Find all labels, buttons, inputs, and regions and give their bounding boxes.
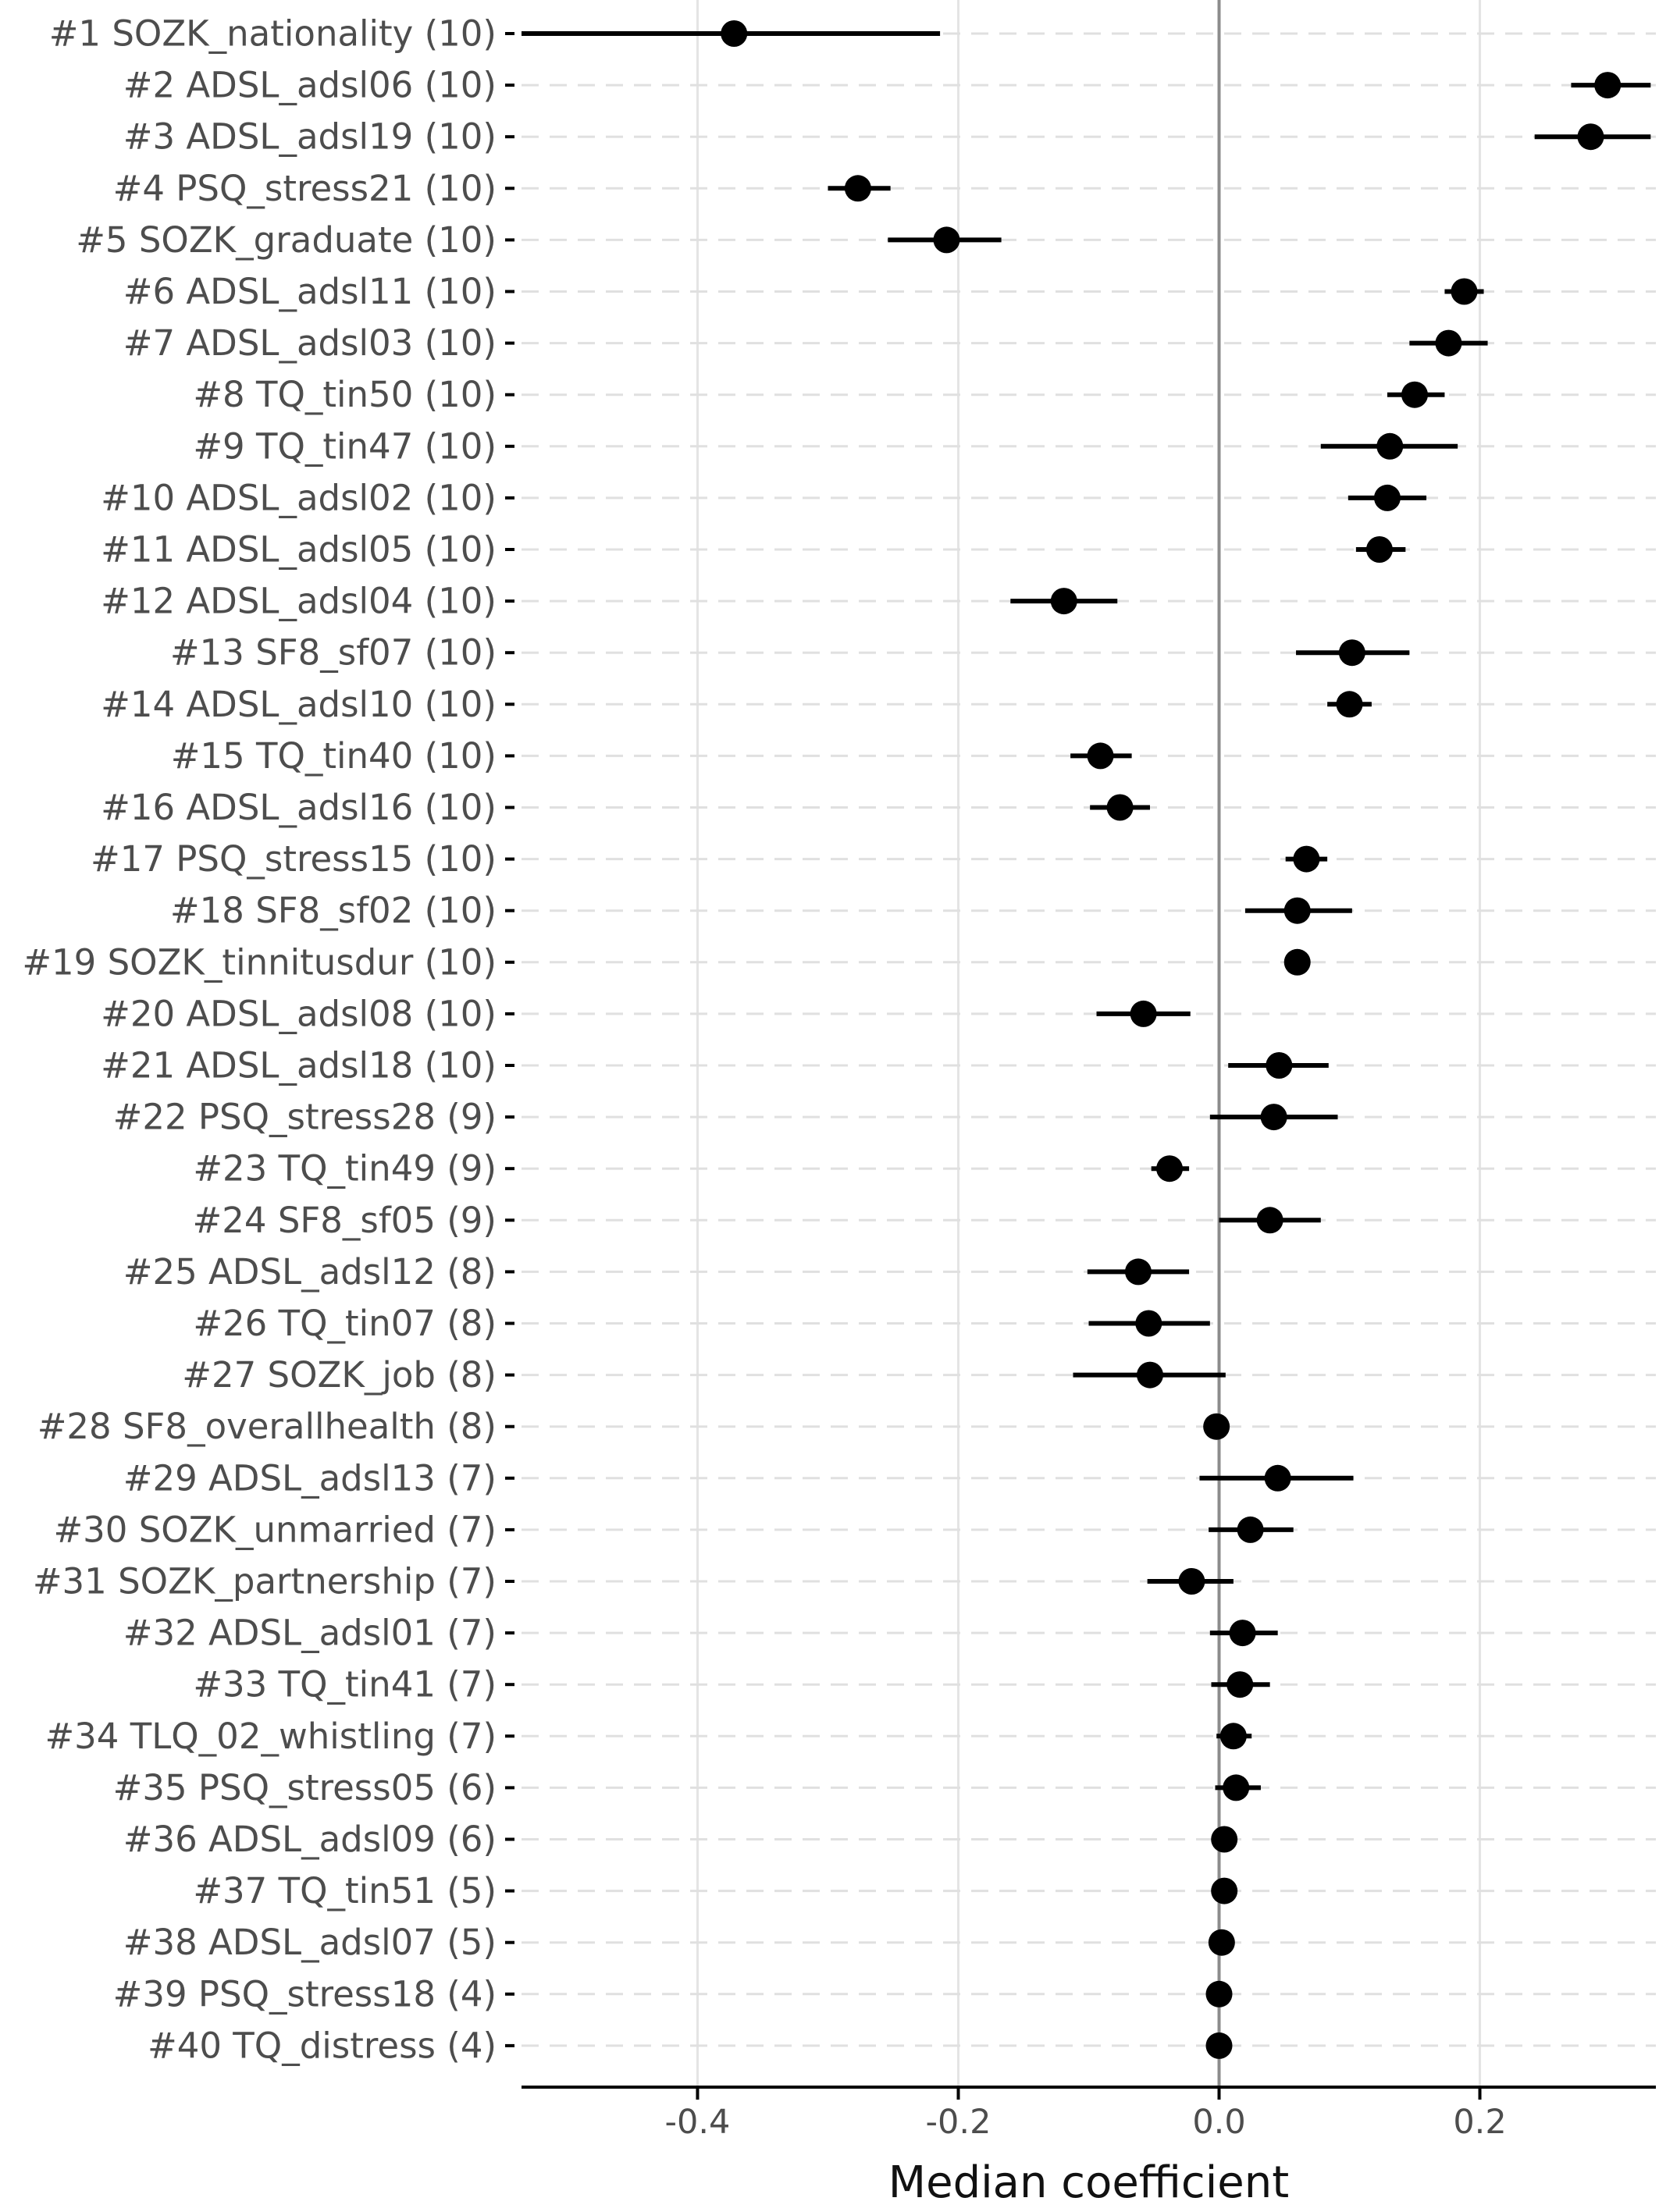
y-label-32: #32 ADSL_adsl01 (7) [123, 1613, 497, 1654]
median-point-15 [1087, 742, 1114, 770]
median-point-26 [1135, 1310, 1162, 1337]
y-label-5: #5 SOZK_graduate (10) [76, 219, 497, 261]
median-point-32 [1229, 1620, 1256, 1647]
data-marks [522, 20, 1651, 2059]
y-label-15: #15 TQ_tin40 (10) [171, 735, 497, 777]
y-label-16: #16 ADSL_adsl16 (10) [101, 787, 497, 828]
y-label-34: #34 TLQ_02_whistling (7) [45, 1716, 497, 1757]
median-point-4 [844, 175, 871, 202]
y-label-6: #6 ADSL_adsl11 (10) [123, 271, 497, 312]
median-point-30 [1237, 1516, 1264, 1543]
axes [505, 32, 1656, 2100]
y-label-22: #22 PSQ_stress28 (9) [113, 1097, 497, 1138]
y-label-24: #24 SF8_sf05 (9) [193, 1200, 497, 1241]
median-point-1 [721, 20, 748, 47]
y-label-27: #27 SOZK_job (8) [182, 1354, 497, 1396]
median-point-40 [1205, 2032, 1233, 2059]
median-point-31 [1178, 1568, 1205, 1595]
median-point-2 [1594, 72, 1622, 99]
y-label-4: #4 PSQ_stress21 (10) [113, 168, 497, 209]
y-label-19: #19 SOZK_tinnitusdur (10) [22, 941, 497, 983]
y-label-38: #38 ADSL_adsl07 (5) [123, 1922, 497, 1963]
median-point-9 [1376, 432, 1404, 460]
y-label-12: #12 ADSL_adsl04 (10) [101, 581, 497, 622]
median-point-23 [1156, 1155, 1184, 1182]
median-point-6 [1451, 278, 1478, 305]
median-point-34 [1219, 1723, 1247, 1750]
y-label-2: #2 ADSL_adsl06 (10) [123, 65, 497, 106]
y-label-14: #14 ADSL_adsl10 (10) [101, 684, 497, 725]
median-point-24 [1256, 1207, 1283, 1234]
y-label-10: #10 ADSL_adsl02 (10) [101, 477, 497, 518]
y-label-30: #30 SOZK_unmarried (7) [53, 1509, 497, 1550]
x-tick-label-1: -0.2 [926, 2103, 991, 2142]
y-label-9: #9 TQ_tin47 (10) [193, 425, 497, 467]
median-point-7 [1435, 329, 1462, 357]
x-tick-label-3: 0.2 [1453, 2103, 1506, 2142]
median-point-39 [1205, 1980, 1233, 2008]
median-point-38 [1208, 1929, 1235, 1956]
median-point-22 [1260, 1104, 1287, 1131]
median-point-11 [1365, 536, 1393, 563]
y-label-28: #28 SF8_overallhealth (8) [37, 1406, 497, 1447]
median-point-16 [1106, 794, 1134, 821]
row-guides [522, 32, 1656, 2047]
median-point-37 [1211, 1877, 1238, 1904]
median-point-8 [1401, 381, 1429, 408]
median-point-29 [1264, 1464, 1291, 1492]
y-label-18: #18 SF8_sf02 (10) [170, 890, 497, 931]
y-label-37: #37 TQ_tin51 (5) [193, 1870, 497, 1911]
median-point-28 [1203, 1413, 1230, 1440]
y-label-23: #23 TQ_tin49 (9) [193, 1148, 497, 1190]
x-tick-label-0: -0.4 [665, 2103, 731, 2142]
y-axis-labels: #1 SOZK_nationality (10) #2 ADSL_adsl06 (… [22, 13, 497, 2067]
median-point-10 [1373, 484, 1401, 511]
median-point-3 [1577, 123, 1604, 151]
x-gridlines [696, 0, 1482, 2087]
y-label-13: #13 SF8_sf07 (10) [170, 632, 497, 674]
y-label-8: #8 TQ_tin50 (10) [193, 374, 497, 415]
y-label-26: #26 TQ_tin07 (8) [193, 1303, 497, 1344]
median-point-5 [933, 226, 960, 254]
median-point-14 [1336, 691, 1363, 718]
median-point-36 [1211, 1826, 1238, 1853]
y-label-7: #7 ADSL_adsl03 (10) [123, 322, 497, 364]
y-label-3: #3 ADSL_adsl19 (10) [123, 116, 497, 158]
median-point-12 [1050, 588, 1077, 615]
x-axis-title: Median coefficient [888, 2157, 1289, 2208]
y-label-31: #31 SOZK_partnership (7) [33, 1561, 497, 1602]
median-point-21 [1266, 1052, 1293, 1079]
y-label-33: #33 TQ_tin41 (7) [193, 1664, 497, 1705]
y-label-20: #20 ADSL_adsl08 (10) [101, 993, 497, 1034]
y-label-29: #29 ADSL_adsl13 (7) [123, 1457, 497, 1499]
y-label-25: #25 ADSL_adsl12 (8) [123, 1251, 497, 1293]
y-label-21: #21 ADSL_adsl18 (10) [101, 1045, 497, 1086]
y-label-39: #39 PSQ_stress18 (4) [113, 1973, 497, 2015]
median-point-33 [1226, 1671, 1254, 1698]
median-point-13 [1338, 639, 1365, 667]
x-tick-labels: -0.4 -0.2 0.0 0.2 [665, 2103, 1507, 2142]
x-tick-label-2: 0.0 [1192, 2103, 1245, 2142]
median-point-18 [1283, 897, 1311, 924]
y-label-40: #40 TQ_distress (4) [148, 2025, 497, 2066]
median-point-19 [1283, 948, 1311, 976]
median-point-17 [1293, 845, 1320, 873]
median-point-20 [1130, 1000, 1157, 1027]
y-label-36: #36 ADSL_adsl09 (6) [123, 1819, 497, 1860]
y-label-17: #17 PSQ_stress15 (10) [91, 838, 497, 880]
y-label-1: #1 SOZK_nationality (10) [49, 13, 497, 55]
median-point-27 [1136, 1361, 1163, 1389]
y-label-35: #35 PSQ_stress05 (6) [113, 1767, 497, 1808]
y-label-11: #11 ADSL_adsl05 (10) [101, 529, 497, 571]
median-point-25 [1124, 1258, 1152, 1286]
median-point-35 [1223, 1774, 1250, 1801]
